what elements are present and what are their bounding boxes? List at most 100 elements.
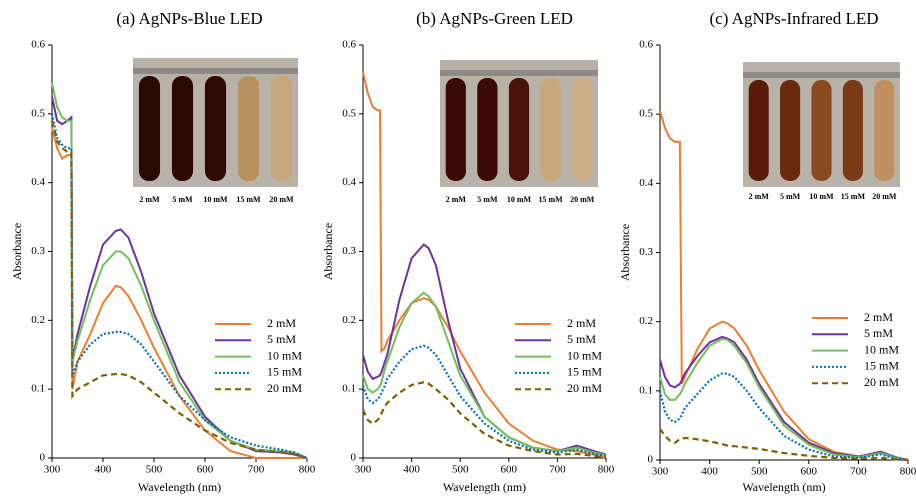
inset-label: 5 mM — [477, 195, 498, 204]
inset-label: 10 mM — [507, 195, 532, 204]
y-tick-label: 0.5 — [639, 108, 653, 120]
chart-title: (b) AgNPs-Green LED — [416, 9, 573, 28]
inset-label: 10 mM — [809, 192, 834, 201]
x-tick-label: 300 — [652, 466, 669, 478]
inset-label: 20 mM — [570, 195, 595, 204]
legend-label: 2 mM — [567, 316, 596, 330]
y-tick-label: 0.1 — [639, 384, 653, 396]
inset-label: 10 mM — [203, 195, 228, 204]
x-tick-label: 600 — [801, 466, 818, 478]
inset-label: 5 mM — [172, 195, 193, 204]
y-tick-label: 0.6 — [639, 39, 653, 51]
inset-tube — [540, 78, 561, 181]
inset-label: 2 mM — [749, 192, 770, 201]
inset-tube — [748, 80, 769, 181]
inset-label: 5 mM — [780, 192, 801, 201]
inset-tube — [572, 78, 593, 181]
inset-label: 20 mM — [269, 195, 294, 204]
data-line — [361, 344, 607, 458]
inset-tube — [780, 80, 801, 181]
y-axis-label: Absorbance — [10, 223, 24, 280]
y-tick-label: 0.3 — [342, 245, 356, 257]
inset-rack — [440, 70, 598, 76]
x-tick-label: 800 — [299, 464, 316, 476]
inset-label: 15 mM — [538, 195, 563, 204]
inset-tube — [842, 80, 863, 181]
legend-label: 5 mM — [864, 326, 893, 340]
inset-tube — [270, 76, 293, 181]
x-tick-label: 700 — [248, 464, 265, 476]
x-tick-label: 300 — [355, 464, 372, 476]
inset-tube — [204, 76, 227, 181]
legend-label: 15 mM — [864, 359, 899, 373]
inset-label: 15 mM — [841, 192, 866, 201]
inset-label: 2 mM — [139, 195, 160, 204]
legend-label: 20 mM — [567, 381, 602, 395]
legend-label: 15 mM — [567, 365, 602, 379]
y-tick-label: 0.2 — [31, 314, 45, 326]
x-axis-label: Wavelength (nm) — [742, 480, 825, 494]
chart-title: (c) AgNPs-Infrared LED — [710, 9, 879, 28]
y-tick-label: 0.4 — [342, 176, 356, 188]
legend-label: 2 mM — [864, 310, 893, 324]
y-tick-label: 0.6 — [31, 39, 45, 51]
inset-tube — [171, 76, 194, 181]
inset-label: 2 mM — [446, 195, 467, 204]
data-line — [50, 113, 308, 460]
x-tick-label: 500 — [146, 464, 163, 476]
y-tick-label: 0.4 — [639, 177, 653, 189]
inset-label: 20 mM — [872, 192, 897, 201]
inset-tube — [445, 78, 466, 181]
inset-tube — [237, 76, 260, 181]
x-tick-label: 400 — [95, 464, 112, 476]
data-line — [362, 72, 607, 459]
data-line — [659, 337, 909, 461]
x-tick-label: 800 — [900, 466, 916, 478]
y-tick-label: 0 — [648, 454, 654, 466]
x-axis-label: Wavelength (nm) — [443, 480, 526, 494]
legend-label: 10 mM — [267, 348, 302, 362]
data-line — [659, 428, 909, 462]
inset-tube — [508, 78, 530, 181]
y-tick-label: 0.1 — [31, 383, 45, 395]
x-tick-label: 400 — [701, 466, 718, 478]
y-tick-label: 0.4 — [31, 176, 45, 188]
chart-title: (a) AgNPs-Blue LED — [116, 9, 262, 28]
y-tick-label: 0.5 — [342, 107, 356, 119]
inset-tube — [811, 80, 832, 181]
data-line — [51, 127, 307, 459]
y-axis-label: Absorbance — [618, 224, 632, 281]
y-tick-label: 0.6 — [342, 39, 356, 51]
data-line — [362, 381, 607, 460]
x-tick-label: 700 — [549, 464, 566, 476]
x-tick-label: 700 — [850, 466, 867, 478]
data-line — [50, 120, 308, 460]
y-tick-label: 0.2 — [342, 314, 356, 326]
inset-tube — [477, 78, 498, 181]
legend-label: 5 mM — [567, 332, 596, 346]
x-tick-label: 600 — [501, 464, 518, 476]
data-line — [362, 291, 607, 457]
legend-label: 10 mM — [864, 342, 899, 356]
legend-label: 10 mM — [567, 348, 602, 362]
y-tick-label: 0.2 — [639, 315, 653, 327]
y-axis-label: Absorbance — [321, 223, 335, 280]
inset-rack — [133, 68, 298, 74]
x-tick-label: 400 — [403, 464, 420, 476]
y-tick-label: 0.3 — [31, 245, 45, 257]
inset-tube — [874, 80, 895, 181]
x-tick-label: 300 — [44, 464, 61, 476]
legend-label: 2 mM — [267, 316, 296, 330]
y-tick-label: 0.1 — [342, 383, 356, 395]
legend-label: 20 mM — [864, 375, 899, 389]
x-tick-label: 500 — [452, 464, 469, 476]
y-tick-label: 0 — [40, 452, 46, 464]
y-tick-label: 0.3 — [639, 246, 653, 258]
inset-tube — [138, 76, 161, 181]
x-axis-label: Wavelength (nm) — [138, 480, 221, 494]
legend-label: 5 mM — [267, 332, 296, 346]
x-tick-label: 600 — [197, 464, 214, 476]
inset-label: 15 mM — [236, 195, 261, 204]
x-tick-label: 500 — [751, 466, 768, 478]
